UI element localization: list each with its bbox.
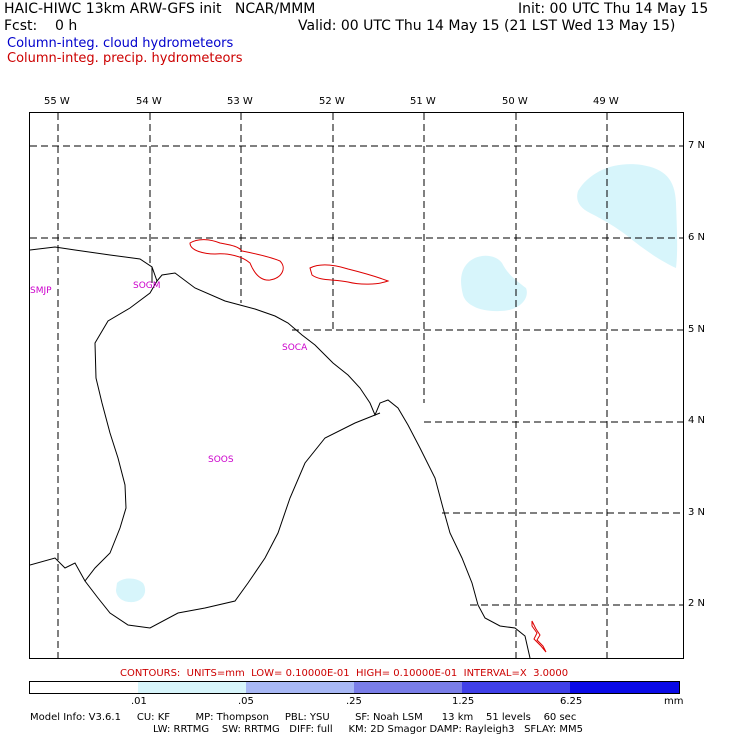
colorbar-label: 6.25 — [560, 696, 583, 707]
lat-label: 7 N — [688, 140, 706, 151]
lat-label: 6 N — [688, 232, 706, 243]
precip-contour — [309, 264, 390, 285]
coastline — [30, 246, 531, 658]
colorbar-segment — [246, 681, 354, 694]
station-label: SOCA — [282, 343, 308, 353]
lon-label: 50 W — [502, 96, 528, 107]
station-label: SOGM — [133, 281, 161, 291]
colorbar-units: mm — [664, 696, 684, 707]
map-canvas — [30, 113, 683, 658]
plot-title: HAIC-HIWC 13km ARW-GFS init NCAR/MMM — [4, 1, 316, 17]
precip-contour — [531, 620, 547, 653]
colorbar-segment — [354, 681, 462, 694]
border-path — [30, 557, 86, 582]
station-label: SOOS — [208, 455, 234, 465]
colorbar-label: .05 — [238, 696, 254, 707]
model-info-line2: LW: RRTMG SW: RRTMG DIFF: full KM: 2D Sm… — [153, 724, 583, 735]
init-time: Init: 00 UTC Thu 14 May 15 — [518, 1, 709, 17]
contours-info: CONTOURS: UNITS=mm LOW= 0.10000E-01 HIGH… — [120, 668, 569, 679]
station-label: SMJP — [30, 286, 52, 296]
lon-label: 55 W — [44, 96, 70, 107]
colorbar-segment — [462, 681, 570, 694]
lon-label: 53 W — [227, 96, 253, 107]
border-path — [84, 280, 381, 629]
colorbar-label: 1.25 — [452, 696, 475, 707]
precip-contours — [189, 239, 547, 653]
lon-label: 54 W — [136, 96, 162, 107]
lat-label: 5 N — [688, 324, 706, 335]
lat-label: 2 N — [688, 598, 706, 609]
forecast-hour: Fcst: 0 h — [4, 18, 78, 34]
cloud-area — [461, 255, 527, 312]
lon-label: 51 W — [410, 96, 436, 107]
colorbar-segment — [570, 681, 680, 694]
model-info-line1: Model Info: V3.6.1 CU: KF MP: Thompson P… — [30, 712, 577, 723]
lat-label: 3 N — [688, 507, 706, 518]
cloud-area — [116, 578, 146, 603]
cloud-area — [577, 164, 678, 268]
lat-label: 4 N — [688, 415, 706, 426]
cloud-hydrometeor-areas — [116, 164, 678, 603]
colorbar-segment — [138, 681, 246, 694]
lon-label: 49 W — [593, 96, 619, 107]
latlon-grid — [30, 113, 683, 658]
coastline-path — [30, 246, 531, 658]
lon-label: 52 W — [319, 96, 345, 107]
valid-time: Valid: 00 UTC Thu 14 May 15 (21 LST Wed … — [298, 18, 676, 34]
field-label-precip: Column-integ. precip. hydrometeors — [7, 51, 243, 66]
field-label-cloud: Column-integ. cloud hydrometeors — [7, 36, 234, 51]
colorbar-label: .01 — [131, 696, 147, 707]
precip-contour — [189, 239, 284, 281]
map-panel[interactable]: SMJP SOGM SOCA SOOS — [29, 112, 684, 659]
colorbar-label: .25 — [346, 696, 362, 707]
colorbar-segment — [29, 681, 138, 694]
